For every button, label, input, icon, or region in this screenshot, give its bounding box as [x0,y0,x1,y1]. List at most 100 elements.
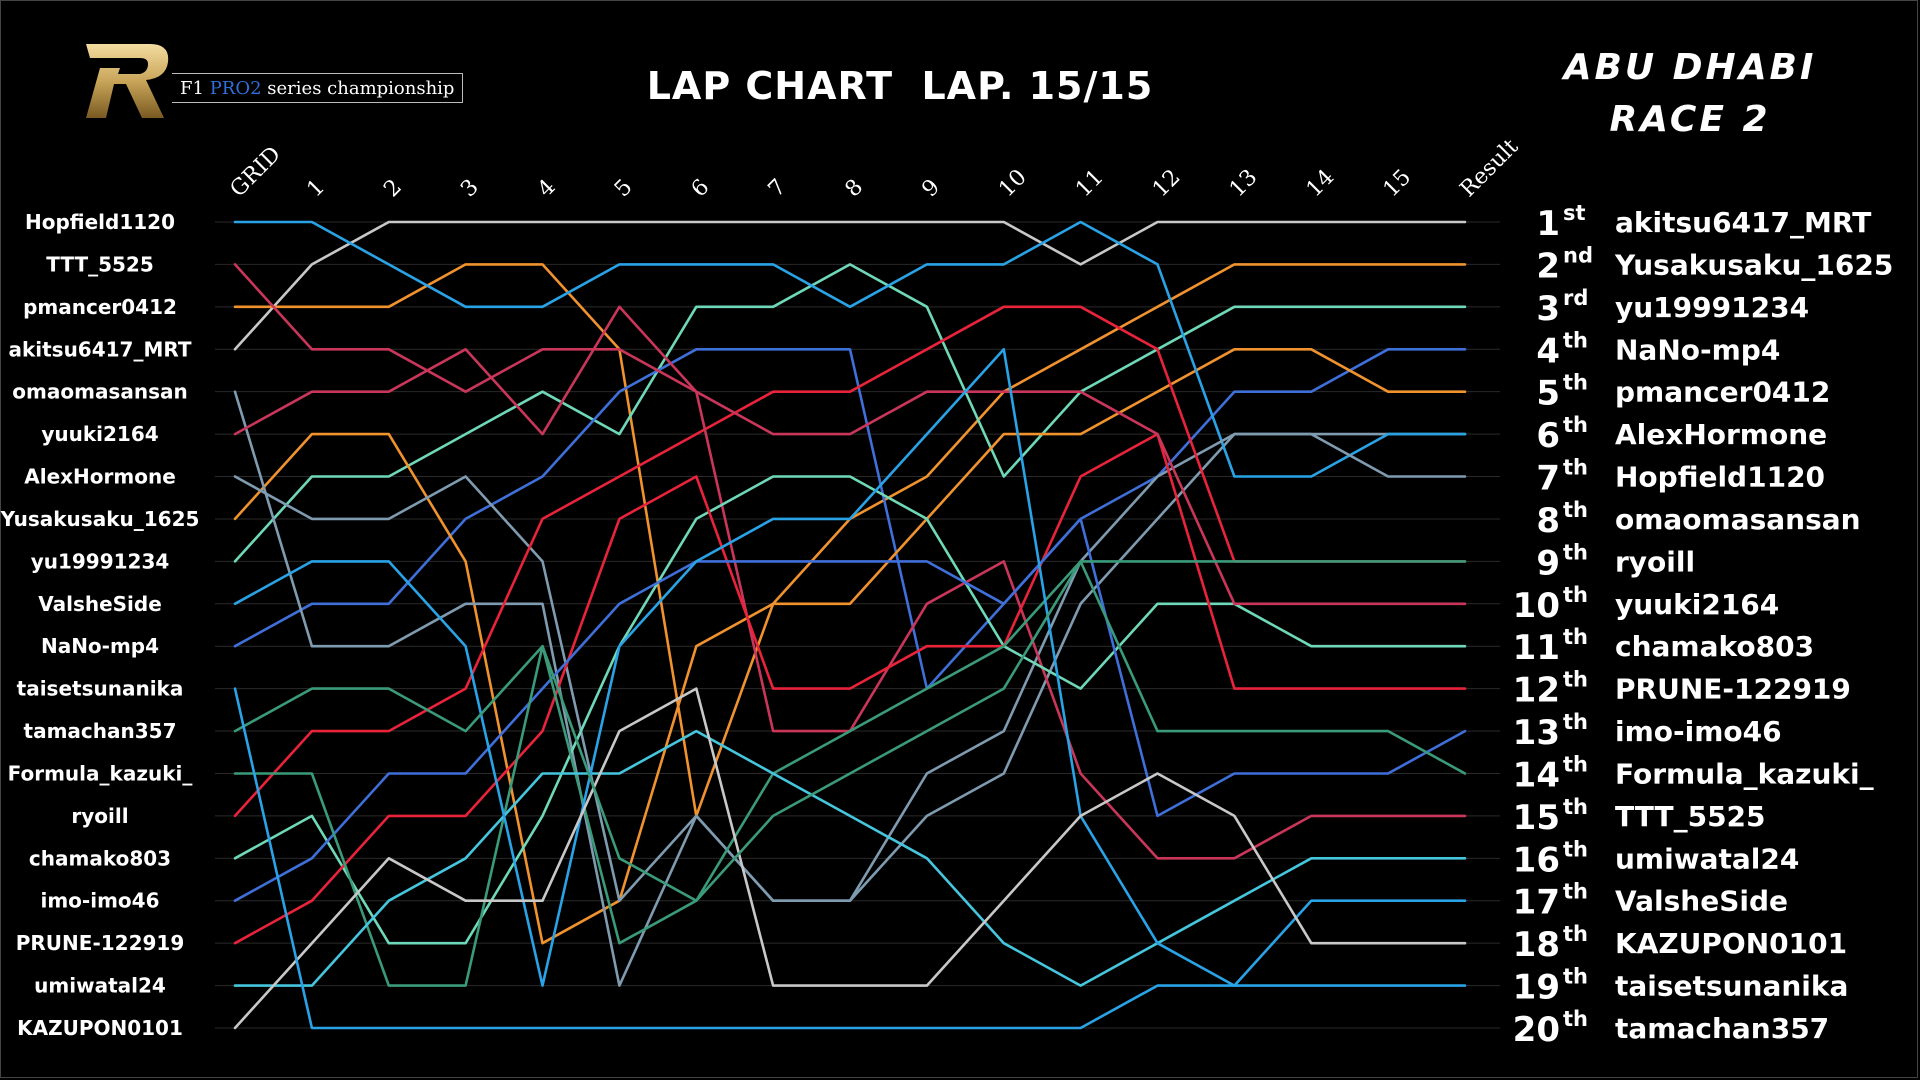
result-position: 6 [1536,416,1560,456]
driver-line [233,560,1467,903]
result-position-suffix: th [1563,880,1588,904]
result-position: 1 [1536,204,1560,244]
result-position-suffix: th [1563,328,1588,352]
result-position-suffix: st [1563,201,1586,225]
grid-names: Hopfield1120 TTT_5525 pmancer0412 akitsu641… [0,210,199,1040]
result-position-suffix: th [1563,965,1588,989]
result-position: 18 [1513,925,1560,965]
result-position: 3 [1536,289,1560,329]
result-driver-name: yuuki2164 [1615,588,1779,621]
driver-line [233,517,1467,903]
result-driver-name: ryoill [1615,545,1695,578]
result-driver-name: NaNo-mp4 [1615,333,1780,366]
driver-line [233,560,1467,987]
result-driver-name: pmancer0412 [1615,376,1830,409]
driver-line [233,687,1467,1030]
series-banner: F1 PRO2 series championship [172,73,464,103]
result-position: 20 [1513,1010,1560,1050]
result-position-suffix: th [1563,498,1588,522]
grid-driver-name: ValsheSide [38,592,162,616]
result-driver-name: Yusakusaku_1625 [1614,248,1893,281]
grid-driver-name: pmancer0412 [23,295,177,319]
chart-title: LAP CHART LAP. 15/15 [646,64,1154,108]
series-logo: F1 PRO2 series championship [80,38,470,122]
lap-label: 10 [994,165,1031,202]
result-position: 7 [1536,459,1560,499]
result-position: 19 [1513,968,1560,1008]
lap-label: 14 [1302,165,1339,202]
lap-label: 12 [1148,165,1185,202]
result-driver-name: chamako803 [1615,630,1814,663]
result-position-suffix: th [1563,371,1588,395]
grid-driver-name: tamachan357 [24,719,177,743]
grid-driver-name: PRUNE-122919 [16,931,185,955]
driver-line [233,220,1467,478]
result-position: 17 [1513,883,1560,923]
result-position: 12 [1513,671,1560,711]
grid-driver-name: KAZUPON0101 [17,1016,183,1040]
grid-driver-name: omaomasansan [12,380,187,404]
driver-line [233,220,1467,351]
driver-line [233,263,1467,563]
result-driver-name: Formula_kazuki_ [1615,757,1874,790]
result-position-suffix: th [1563,540,1588,564]
grid-driver-name: imo-imo46 [40,889,159,913]
grid-driver-name: TTT_5525 [46,252,154,276]
driver-line [233,347,1467,987]
lap-label: 5 [610,175,638,203]
result-position-suffix: rd [1563,286,1588,310]
result-position-suffix: th [1563,795,1588,819]
grid-driver-name: umiwatal24 [34,974,166,998]
lap-label: 9 [917,175,945,203]
event-title: ABU DHABI RACE 2 [1470,42,1910,146]
driver-line [233,347,1467,945]
driver-line [233,305,1467,860]
r-logo-icon [86,44,169,118]
driver-line [233,475,1467,945]
series-pro: PRO2 [209,77,262,99]
result-driver-name: imo-imo46 [1615,715,1782,748]
driver-line [233,263,1467,818]
driver-line [233,347,1467,690]
result-position: 5 [1536,374,1560,414]
driver-line [233,263,1467,606]
grid-driver-name: AlexHormone [24,465,176,489]
result-position: 10 [1513,586,1560,626]
lap-labels: GRID 1 2 3 4 5 6 7 8 9 10 11 12 13 14 15 Result [226,134,1524,202]
result-position: 8 [1536,501,1560,541]
lap-label: 2 [379,175,407,203]
grid-driver-name: yu19991234 [31,549,170,573]
result-driver-name: taisetsunanika [1615,970,1848,1003]
grid-driver-name: Hopfield1120 [25,210,175,234]
grid-driver-name: akitsu6417_MRT [8,337,191,361]
lap-label: 13 [1225,165,1262,202]
result-position-suffix: nd [1563,243,1593,267]
lap-label: 6 [687,175,715,203]
result-driver-name: akitsu6417_MRT [1615,206,1871,239]
grid-driver-name: Formula_kazuki_ [8,761,193,785]
lap-label: 4 [533,175,561,203]
result-driver-name: AlexHormone [1615,418,1827,451]
series-f1: F1 [180,77,204,99]
driver-line [233,687,1467,1030]
result-position: 15 [1513,798,1560,838]
driver-line [233,432,1467,945]
lap-label: Result [1456,134,1524,202]
grid-driver-name: taisetsunanika [17,677,184,701]
result-position-suffix: th [1563,583,1588,607]
lap-label: 8 [841,175,869,203]
result-position-suffix: th [1563,413,1588,437]
result-driver-name: omaomasansan [1615,503,1861,536]
event-line1: ABU DHABI [1563,47,1817,88]
grid-driver-name: NaNo-mp4 [41,634,159,658]
result-position-suffix: th [1563,752,1588,776]
result-driver-name: yu19991234 [1615,291,1809,324]
result-position-suffix: th [1563,922,1588,946]
result-position-suffix: th [1563,625,1588,649]
lap-label: GRID [226,142,286,202]
result-driver-name: TTT_5525 [1615,800,1766,833]
grid-driver-name: Yusakusaku_1625 [0,507,199,531]
result-position: 4 [1536,331,1560,371]
